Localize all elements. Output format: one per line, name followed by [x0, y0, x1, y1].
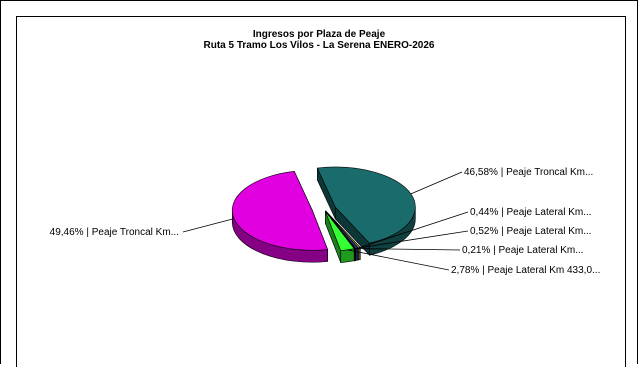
slice-label-1: 0,44% | Peaje Lateral Km... — [470, 207, 592, 218]
leader-line-5 — [182, 218, 235, 233]
pie-slice-5 — [231, 170, 329, 263]
chart-subtitle: Ruta 5 Tramo Los Vilos - La Serena ENERO… — [203, 40, 434, 51]
leader-line-1 — [359, 211, 469, 249]
leader-line-3 — [355, 248, 461, 251]
slice-label-2: 0,52% | Peaje Lateral Km... — [470, 226, 592, 237]
leader-line-0 — [410, 171, 463, 195]
chart-title: Ingresos por Plaza de Peaje — [253, 29, 386, 40]
slice-label-3: 0,21% | Peaje Lateral Km... — [462, 245, 584, 256]
leader-line-2 — [356, 230, 469, 249]
slice-label-0: 46,58% | Peaje Troncal Km... — [464, 167, 593, 178]
leader-line-4 — [347, 249, 450, 271]
plot-area — [16, 16, 626, 367]
pie-slice-4 — [325, 210, 355, 263]
slice-label-5: 49,46% | Peaje Troncal Km... — [50, 227, 179, 238]
pie-slice-0 — [316, 166, 416, 256]
slice-label-4: 2,78% | Peaje Lateral Km 433,0... — [451, 265, 600, 276]
